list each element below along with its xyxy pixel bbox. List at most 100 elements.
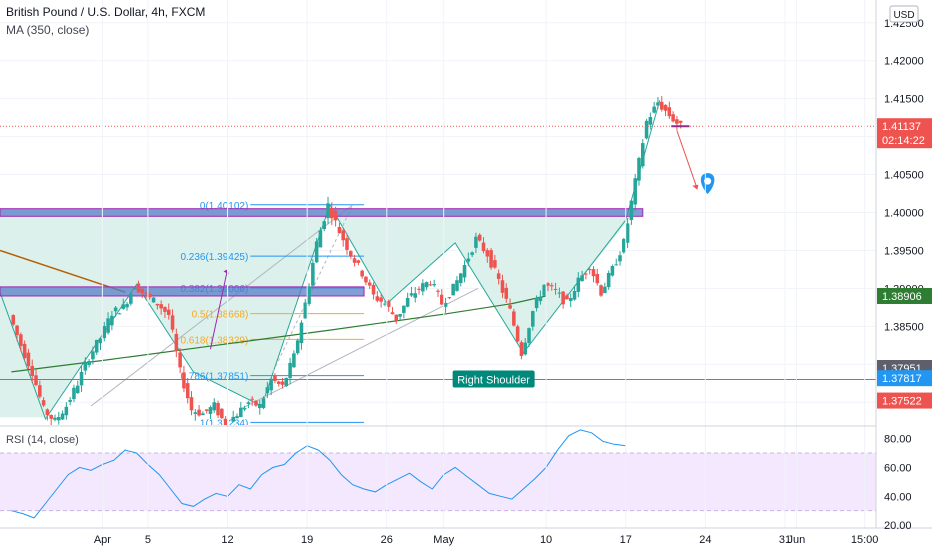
pattern-shading [0, 204, 638, 418]
candle-body [185, 383, 190, 399]
candle-body [493, 260, 497, 268]
candle-body [580, 275, 584, 282]
candle-body [11, 315, 16, 325]
candle-body [26, 352, 31, 367]
candle-body [477, 234, 482, 241]
candle-body [432, 284, 436, 286]
candle-body [174, 333, 179, 352]
candle-body [257, 403, 262, 409]
candle-body [402, 305, 406, 313]
candle-body [500, 280, 505, 293]
candle-body [371, 284, 376, 295]
candle-body [151, 297, 156, 303]
candle-body [102, 325, 107, 339]
candle-body [333, 210, 338, 221]
candle-body [140, 288, 144, 293]
chart-title: British Pound / U.S. Dollar, 4h, FXCM [6, 5, 206, 19]
time-tick-label: 5 [145, 534, 151, 546]
candle-body [413, 293, 418, 298]
candle-body [618, 255, 622, 262]
candle-body [178, 352, 182, 368]
candle-body [265, 387, 270, 394]
candle-body [637, 157, 641, 181]
time-tick-label: 24 [699, 534, 711, 546]
candle-body [390, 312, 395, 315]
candle-body [504, 287, 509, 299]
candle-body [106, 318, 110, 333]
candle-body [193, 412, 198, 414]
candle-body [394, 314, 399, 321]
candle-body [622, 239, 626, 253]
time-tick-label: 17 [620, 534, 632, 546]
last-price-label-bg [877, 118, 932, 149]
candle-body [15, 325, 19, 336]
candle-body [307, 286, 311, 304]
candle-body [675, 119, 679, 124]
time-tick-label: May [433, 534, 454, 546]
candle-body [341, 230, 345, 241]
candle-body [576, 277, 581, 292]
candle-body [474, 236, 478, 248]
price-pane: 0(1.40102)0.236(1.39425)0.382(1.39006)0.… [0, 22, 876, 425]
candle-body [345, 238, 349, 250]
candle-body [591, 269, 596, 277]
candle-body [466, 258, 471, 262]
candle-body [512, 311, 516, 326]
candle-body [132, 287, 137, 290]
fib-level-label: 0.5(1.38668) [192, 310, 249, 321]
candle-body [485, 250, 490, 257]
candle-body [303, 302, 308, 319]
channel-line-lower [238, 287, 479, 411]
last-price-label: 1.41137 [882, 121, 921, 133]
candle-body [250, 398, 254, 400]
price-marker-label-bg [877, 370, 932, 387]
fib-level-label: 0.618(1.38329) [180, 335, 248, 346]
price-tick-label: 1.38500 [884, 321, 924, 333]
candle-body [57, 417, 61, 421]
candle-body [352, 258, 357, 263]
candle-body [201, 413, 205, 416]
candle-body [60, 413, 65, 420]
candle-body [565, 295, 569, 300]
candle-body [455, 280, 459, 291]
candle-body [515, 326, 520, 342]
candle-body [409, 293, 414, 296]
rsi-pane [0, 429, 876, 519]
candle-body [656, 102, 660, 106]
candle-body [326, 203, 330, 219]
candle-body [292, 353, 296, 368]
candle-body [280, 381, 285, 385]
price-marker-label-bg [877, 392, 932, 409]
candle-body [246, 402, 251, 404]
candle-body [648, 116, 653, 125]
time-tick-label: 19 [301, 534, 313, 546]
candle-body [531, 311, 535, 327]
candle-body [659, 101, 664, 110]
candle-body [587, 269, 592, 271]
candle-body [79, 371, 84, 386]
candle-body [208, 407, 213, 414]
candle-body [481, 242, 486, 252]
candle-body [220, 408, 224, 419]
time-tick-label: 12 [221, 534, 233, 546]
candle-body [284, 377, 289, 387]
rsi-title: RSI (14, close) [6, 434, 79, 446]
price-zone-box [0, 286, 365, 297]
ma-indicator-label: MA (350, close) [6, 23, 90, 37]
candle-body [30, 365, 35, 376]
candle-body [159, 304, 163, 309]
candle-body [235, 416, 239, 419]
candle-body [273, 375, 277, 381]
candle-body [163, 307, 167, 312]
candle-body [360, 270, 364, 277]
currency-badge [889, 5, 919, 23]
candle-body [606, 272, 611, 288]
candle-body [41, 400, 46, 406]
candle-body [295, 340, 300, 354]
time-tick-label: 10 [540, 534, 552, 546]
price-tick-label: 1.42000 [884, 56, 924, 68]
candle-body [72, 387, 76, 399]
candle-body [538, 296, 543, 302]
